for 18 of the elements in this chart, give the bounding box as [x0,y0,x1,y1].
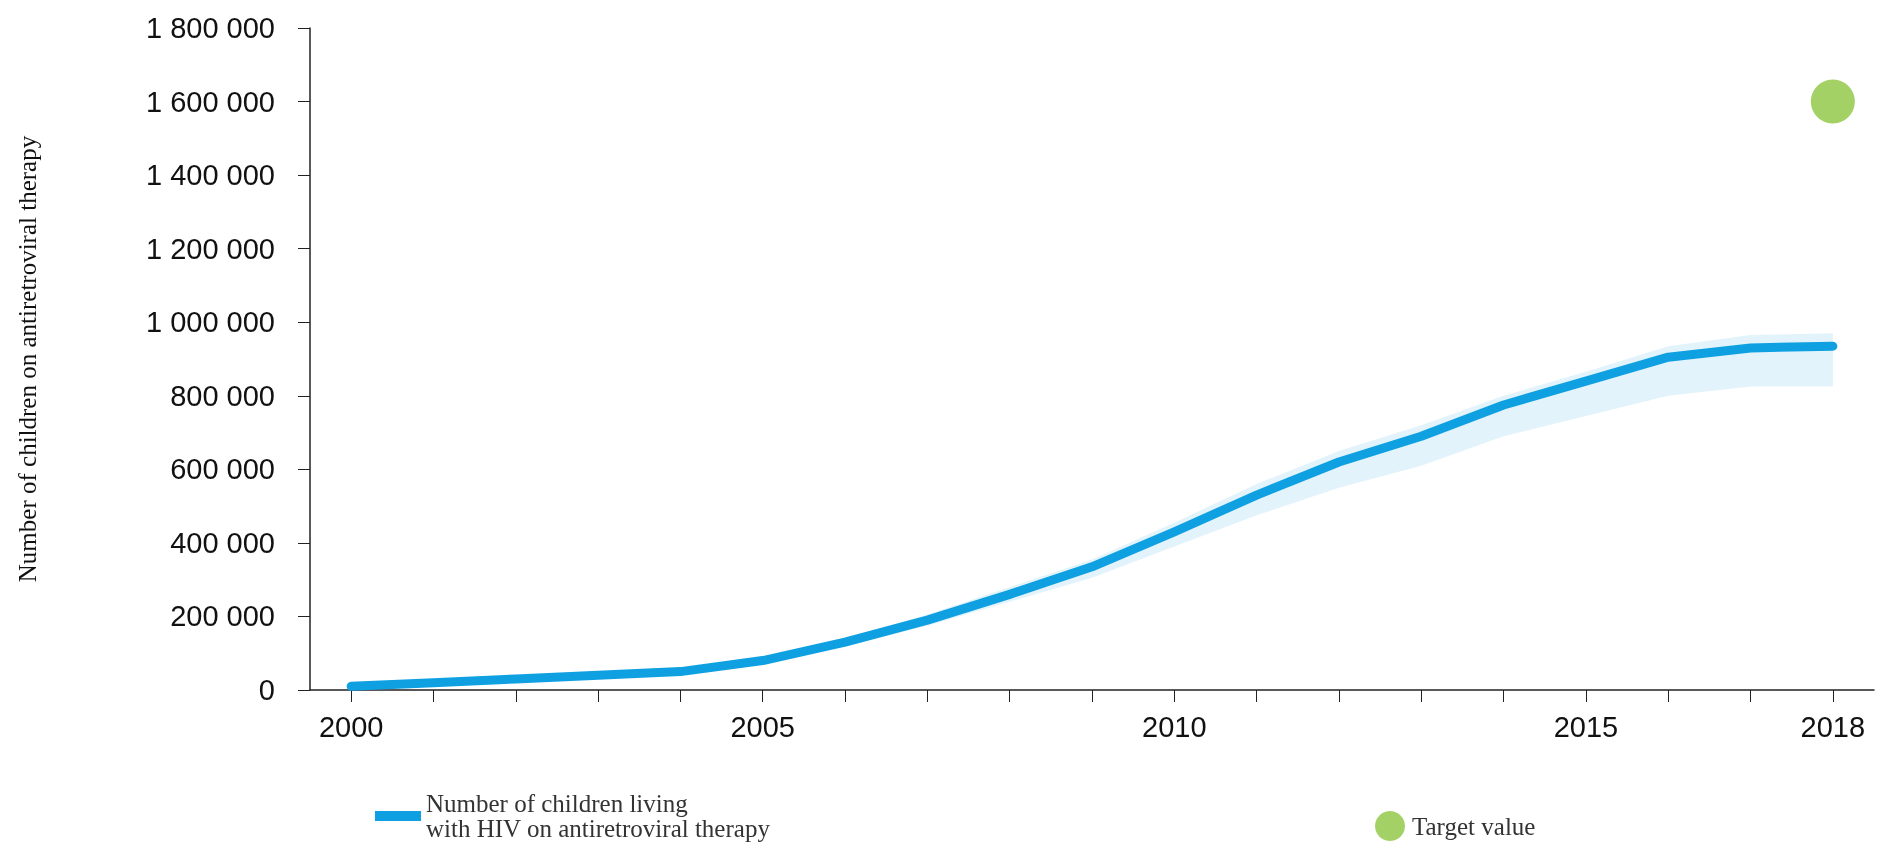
y-tick-label: 1 200 000 [145,232,275,265]
y-tick-label: 1 800 000 [145,12,275,44]
x-tick-label: 2018 [1800,710,1866,743]
y-tick-label: 600 000 [170,453,275,486]
legend-label: Number of children living with HIV on antiretroviral therapy [426,790,771,842]
y-tick-label: 200 000 [170,600,275,633]
y-tick-label: 1 400 000 [145,159,275,192]
y-tick-label: 1 600 000 [145,85,275,118]
y-tick-label: 0 [258,674,275,706]
x-tick-label: 2010 [1142,710,1207,743]
y-axis-title: Number of children on antiretroviral therapy [14,135,41,583]
legend-label: Target value [1412,812,1536,840]
y-tick-label: 800 000 [170,379,275,412]
y-tick-label: 400 000 [170,526,275,559]
x-tick-label: 2015 [1553,710,1619,743]
x-tick-label: 2005 [730,710,795,743]
x-tick-label: 2000 [318,710,384,743]
y-tick-label: 1 000 000 [145,306,275,339]
